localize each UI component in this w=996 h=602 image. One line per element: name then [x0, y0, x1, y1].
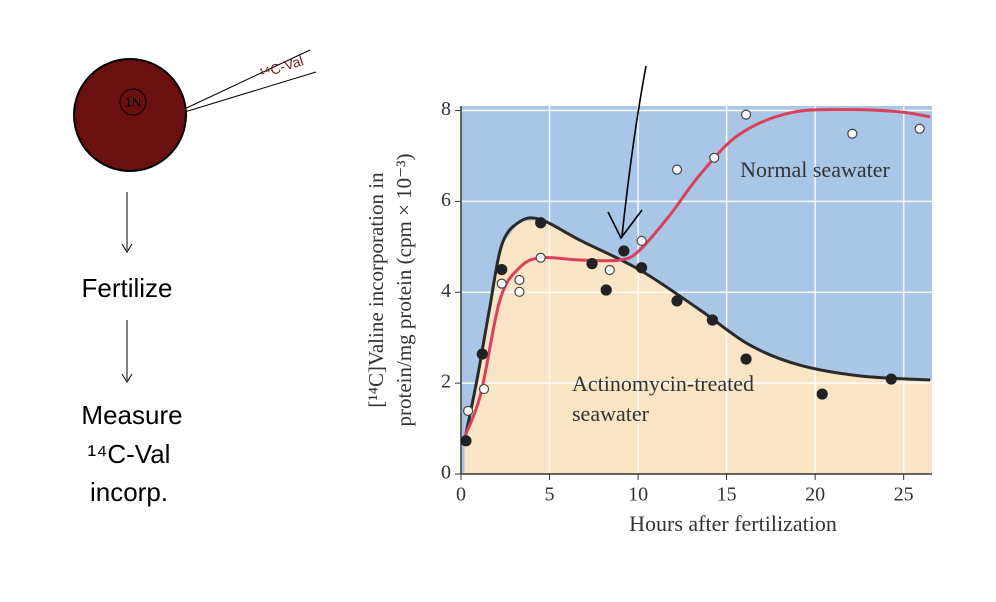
annotation: Actinomycin-treated [572, 371, 754, 396]
data-point [476, 348, 488, 360]
fit-curve [461, 108, 931, 442]
y-tick-label: 2 [441, 371, 451, 393]
cell-label: 1N [125, 94, 142, 109]
x-tick-label: 20 [805, 484, 825, 506]
diagram: 1N ¹⁴C-Val Fertilize Measure ¹⁴C-Val inc… [73, 49, 317, 507]
step-label: ¹⁴C-Val [88, 439, 171, 469]
data-point [816, 388, 828, 400]
data-point [671, 295, 683, 307]
data-point [586, 258, 598, 270]
x-tick-label: 15 [717, 484, 737, 506]
y-tick-label: 4 [441, 280, 451, 302]
data-point [535, 252, 546, 263]
x-tick-label: 10 [628, 484, 648, 506]
annotation: seawater [572, 401, 650, 426]
x-tick-label: 25 [894, 484, 914, 506]
data-point [600, 284, 612, 296]
arrow-head [121, 373, 133, 383]
data-point [478, 383, 490, 395]
data-point [636, 235, 647, 247]
data-point [709, 152, 720, 163]
data-point [671, 164, 683, 175]
data-point [847, 128, 858, 139]
y-axis-label: [¹⁴C]Valine incorporation in [364, 172, 388, 408]
data-point [618, 245, 630, 257]
data-point [604, 264, 615, 276]
data-point [462, 405, 474, 416]
step-label: Measure [81, 400, 182, 430]
data-point [740, 109, 752, 120]
data-point [496, 278, 507, 289]
y-tick-label: 0 [441, 462, 451, 484]
data-point [496, 263, 508, 276]
pipette-edge [177, 71, 317, 115]
x-tick-label: 0 [456, 484, 466, 506]
data-point [740, 353, 752, 365]
data-point [706, 314, 719, 326]
x-tick-label: 5 [545, 484, 555, 506]
data-point [535, 217, 547, 229]
data-point [914, 123, 925, 134]
data-point [885, 373, 897, 385]
data-point [636, 262, 648, 274]
y-tick-label: 6 [441, 189, 451, 211]
data-point [514, 286, 525, 297]
step-label: incorp. [90, 477, 168, 507]
pipette-edge [177, 49, 311, 113]
data-point [514, 274, 525, 286]
nucleus [119, 88, 147, 116]
x-axis-label: Hours after fertilization [629, 511, 837, 536]
chart: 0 2 4 6 8 0 5 10 15 20 25 Normal seawater Actinomyci… [364, 98, 932, 536]
step-label: Fertilize [81, 273, 172, 303]
data-point [460, 435, 472, 447]
arrow-head [121, 243, 133, 253]
y-tick-label: 8 [441, 98, 451, 120]
hand-arrow [607, 65, 647, 240]
y-axis-label: protein/mg protein (cpm × 10⁻³) [392, 153, 416, 426]
annotation: Normal seawater [740, 157, 890, 182]
fit-curve [463, 216, 931, 442]
